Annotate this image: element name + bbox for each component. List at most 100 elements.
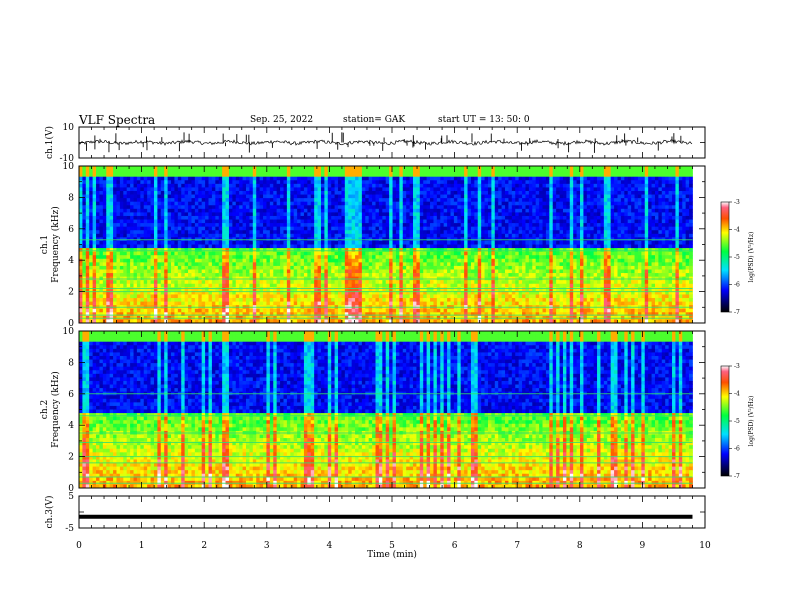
spectrogram-cell	[423, 190, 428, 195]
spectrogram-cell	[136, 212, 141, 217]
spectrogram-cell	[361, 248, 366, 253]
spectrogram-cell	[327, 208, 332, 213]
spectrogram-cell	[450, 201, 455, 206]
spectrogram-cell	[317, 294, 322, 299]
spectrogram-cell	[102, 183, 107, 188]
spectrogram-cell	[430, 280, 434, 285]
spectrogram-cell	[433, 198, 438, 203]
spectrogram-cell	[317, 298, 322, 302]
spectrogram-cell	[160, 169, 165, 174]
spectrogram-cell	[242, 208, 247, 213]
spectrogram-cell	[89, 194, 94, 199]
spectrogram-cell	[92, 251, 97, 256]
spectrogram-cell	[307, 194, 312, 199]
spectrogram-cell	[143, 169, 148, 174]
spectrogram-cell	[218, 312, 223, 317]
spectrogram-cell	[198, 215, 203, 220]
spectrogram-cell	[375, 280, 380, 285]
spectrogram-cell	[79, 255, 83, 260]
spectrogram-cell	[259, 166, 264, 170]
spectrogram-cell	[109, 169, 114, 174]
spectrogram-cell	[79, 283, 83, 288]
spectrogram-cell	[409, 215, 414, 220]
spectrogram-cell	[341, 251, 346, 256]
spectrogram-cell	[96, 255, 100, 260]
spectrogram-cell	[433, 166, 438, 170]
spectrogram-cell	[222, 240, 226, 245]
spectrogram-cell	[348, 294, 353, 299]
spectrogram-cell	[252, 244, 257, 249]
spectrogram-cell	[283, 183, 288, 188]
spectrogram-cell	[249, 212, 254, 217]
spectrogram-cell	[351, 223, 356, 228]
spectrogram-cell	[218, 187, 223, 192]
spectrogram-cell	[324, 265, 329, 270]
spectrogram-cell	[225, 205, 230, 210]
spectrogram-cell	[327, 173, 332, 178]
spectrogram-cell	[368, 201, 373, 206]
spectrogram-cell	[273, 190, 278, 195]
spectrogram-cell	[205, 269, 209, 274]
spectrogram-cell	[191, 198, 196, 203]
spectrogram-cell	[177, 283, 182, 288]
spectrogram-cell	[249, 280, 254, 285]
spectrogram-cell	[286, 244, 291, 249]
spectrogram-cell	[222, 244, 226, 249]
spectrogram-cell	[348, 201, 353, 206]
spectrogram-cell	[249, 244, 254, 249]
spectrogram-cell	[419, 205, 424, 210]
spectrogram-cell	[153, 294, 158, 299]
spectrogram-cell	[273, 280, 278, 285]
spectrogram-cell	[235, 166, 240, 170]
spectrogram-cell	[269, 287, 274, 292]
spectrogram-cell	[447, 287, 451, 292]
spectrogram-cell	[443, 265, 448, 270]
spectrogram-cell	[440, 248, 445, 253]
spectrogram-cell	[85, 169, 90, 174]
spectrogram-cell	[361, 290, 366, 295]
spectrogram-cell	[109, 180, 114, 185]
spectrogram-cell	[392, 166, 397, 170]
spectrogram-cell	[266, 187, 271, 192]
spectrogram-cell	[344, 248, 349, 253]
spectrogram-cell	[181, 180, 186, 185]
spectrogram-cell	[177, 223, 182, 228]
spectrogram-cell	[102, 308, 107, 313]
spectrogram-cell	[99, 180, 104, 185]
spectrogram-cell	[157, 269, 162, 274]
spectrogram-cell	[348, 283, 353, 288]
spectrogram-cell	[423, 173, 428, 178]
spectrogram-cell	[372, 319, 376, 324]
spectrogram-cell	[303, 262, 308, 267]
spectrogram-cell	[256, 226, 261, 231]
spectrogram-cell	[211, 223, 216, 228]
spectrogram-cell	[184, 240, 189, 245]
spectrogram-cell	[348, 298, 353, 302]
spectrogram-cell	[239, 201, 243, 206]
spectrogram-cell	[109, 287, 114, 292]
spectrogram-cell	[293, 208, 298, 213]
spectrogram-cell	[198, 265, 203, 270]
spectrogram-cell	[133, 201, 138, 206]
spectrogram-cell	[351, 248, 356, 253]
spectrogram-cell	[184, 219, 189, 224]
spectrogram-cell	[92, 308, 97, 313]
spectrogram-cell	[447, 183, 451, 188]
spectrogram-cell	[436, 283, 441, 288]
spectrogram-cell	[171, 176, 175, 181]
spectrogram-cell	[440, 251, 445, 256]
spectrogram-cell	[327, 176, 332, 181]
spectrogram-cell	[222, 230, 226, 235]
spectrogram-cell	[413, 223, 417, 228]
spectrogram-cell	[218, 166, 223, 170]
spectrogram-cell	[89, 205, 94, 210]
spectrogram-cell	[225, 244, 230, 249]
spectrogram-cell	[351, 166, 356, 170]
spectrogram-cell	[283, 265, 288, 270]
spectrogram-cell	[119, 294, 124, 299]
spectrogram-cell	[303, 269, 308, 274]
spectrogram-cell	[450, 294, 455, 299]
spectrogram-cell	[102, 301, 107, 306]
spectrogram-cell	[123, 248, 128, 253]
